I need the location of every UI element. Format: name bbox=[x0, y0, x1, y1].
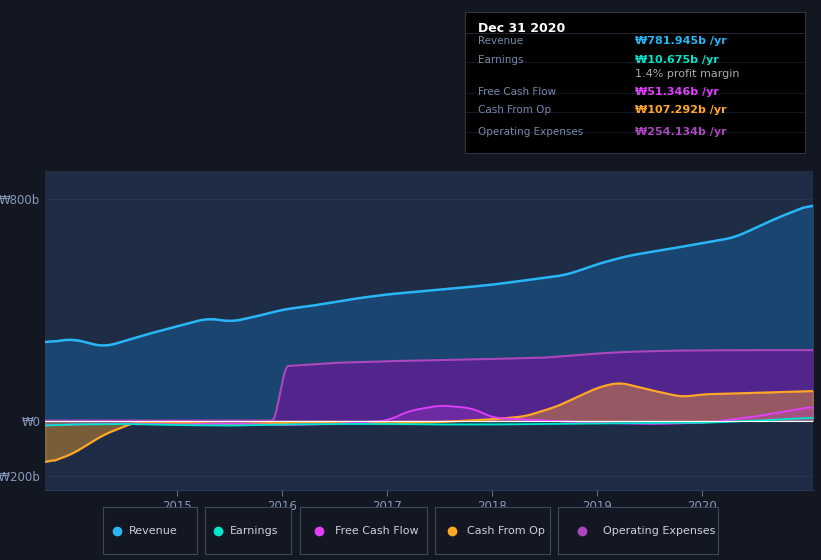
Text: Earnings: Earnings bbox=[229, 526, 277, 535]
Text: ₩107.292b /yr: ₩107.292b /yr bbox=[635, 105, 727, 115]
Text: Operating Expenses: Operating Expenses bbox=[603, 526, 715, 535]
Text: ₩10.675b /yr: ₩10.675b /yr bbox=[635, 55, 718, 64]
Text: ₩781.945b /yr: ₩781.945b /yr bbox=[635, 36, 727, 46]
Text: ₩254.134b /yr: ₩254.134b /yr bbox=[635, 127, 727, 137]
Text: Free Cash Flow: Free Cash Flow bbox=[479, 87, 557, 97]
Text: Dec 31 2020: Dec 31 2020 bbox=[479, 22, 566, 35]
Text: Revenue: Revenue bbox=[479, 36, 524, 46]
Text: 1.4% profit margin: 1.4% profit margin bbox=[635, 69, 739, 79]
Text: Cash From Op: Cash From Op bbox=[479, 105, 551, 115]
Text: ₩51.346b /yr: ₩51.346b /yr bbox=[635, 87, 718, 97]
Text: Revenue: Revenue bbox=[129, 526, 178, 535]
Text: Earnings: Earnings bbox=[479, 55, 524, 64]
Text: Free Cash Flow: Free Cash Flow bbox=[335, 526, 419, 535]
Text: Cash From Op: Cash From Op bbox=[467, 526, 545, 535]
Text: Operating Expenses: Operating Expenses bbox=[479, 127, 584, 137]
